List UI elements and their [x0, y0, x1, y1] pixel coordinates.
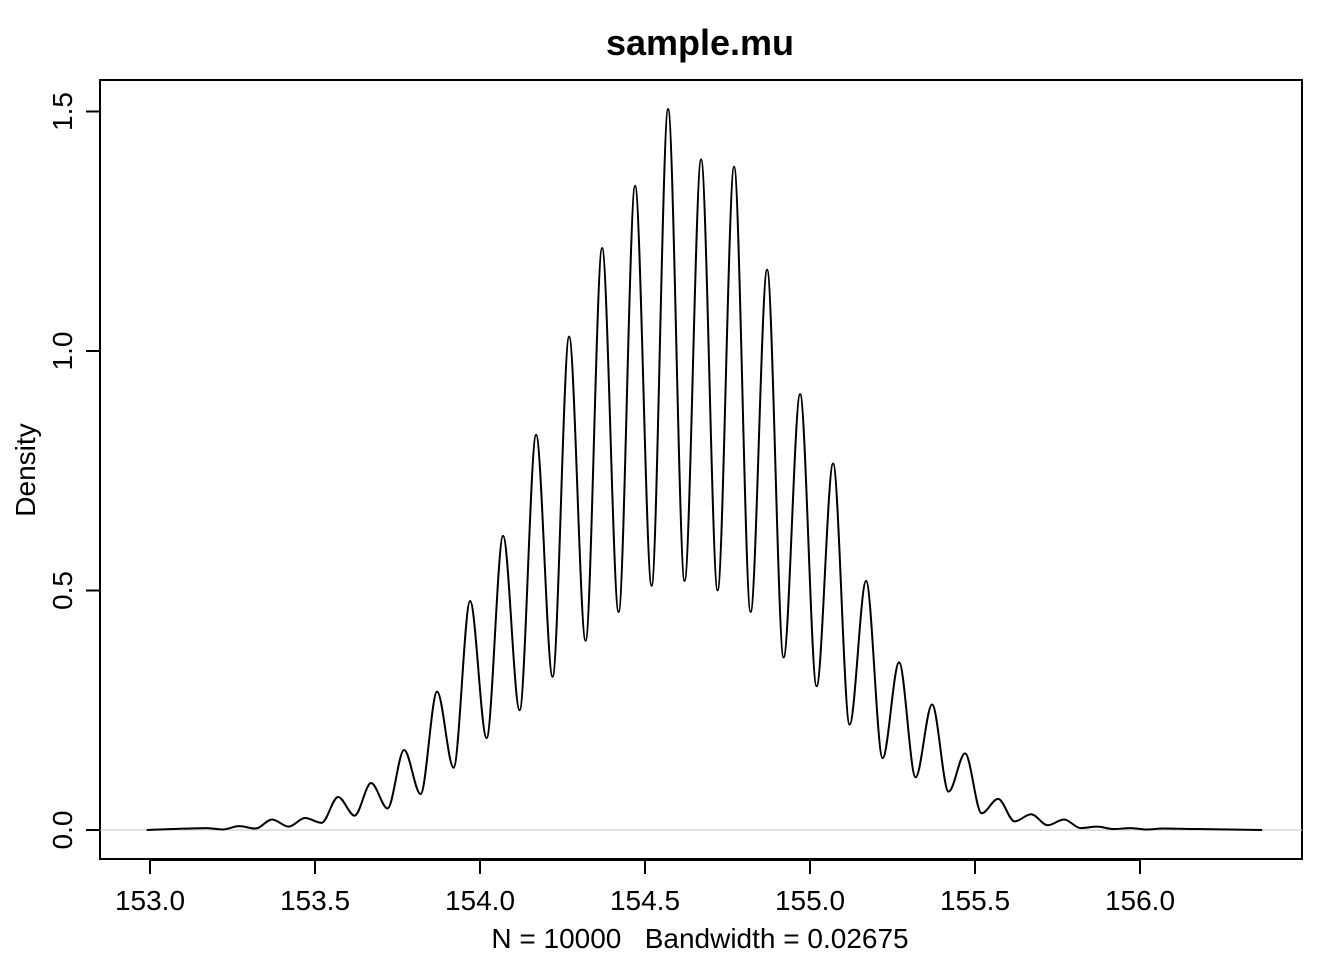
x-axis-label: N = 10000 Bandwidth = 0.02675 [491, 923, 908, 954]
y-tick-label: 0.0 [47, 811, 78, 850]
x-tick-label: 155.5 [940, 885, 1010, 916]
chart-title: sample.mu [606, 22, 794, 63]
x-tick-label: 156.0 [1105, 885, 1175, 916]
x-tick-label: 154.5 [610, 885, 680, 916]
x-tick-label: 153.0 [115, 885, 185, 916]
y-tick-label: 1.0 [47, 332, 78, 371]
y-axis-label: Density [10, 423, 41, 516]
x-tick-label: 155.0 [775, 885, 845, 916]
x-tick-label: 154.0 [445, 885, 515, 916]
y-axis: 0.0 0.5 1.0 1.5 [47, 92, 101, 850]
y-tick-label: 0.5 [47, 571, 78, 610]
x-tick-label: 153.5 [280, 885, 350, 916]
density-line [146, 108, 1263, 831]
plot-frame [99, 79, 1303, 860]
y-tick-label: 1.5 [47, 92, 78, 131]
x-axis: 153.0 153.5 154.0 154.5 155.0 155.5 156.0 [115, 859, 1175, 916]
